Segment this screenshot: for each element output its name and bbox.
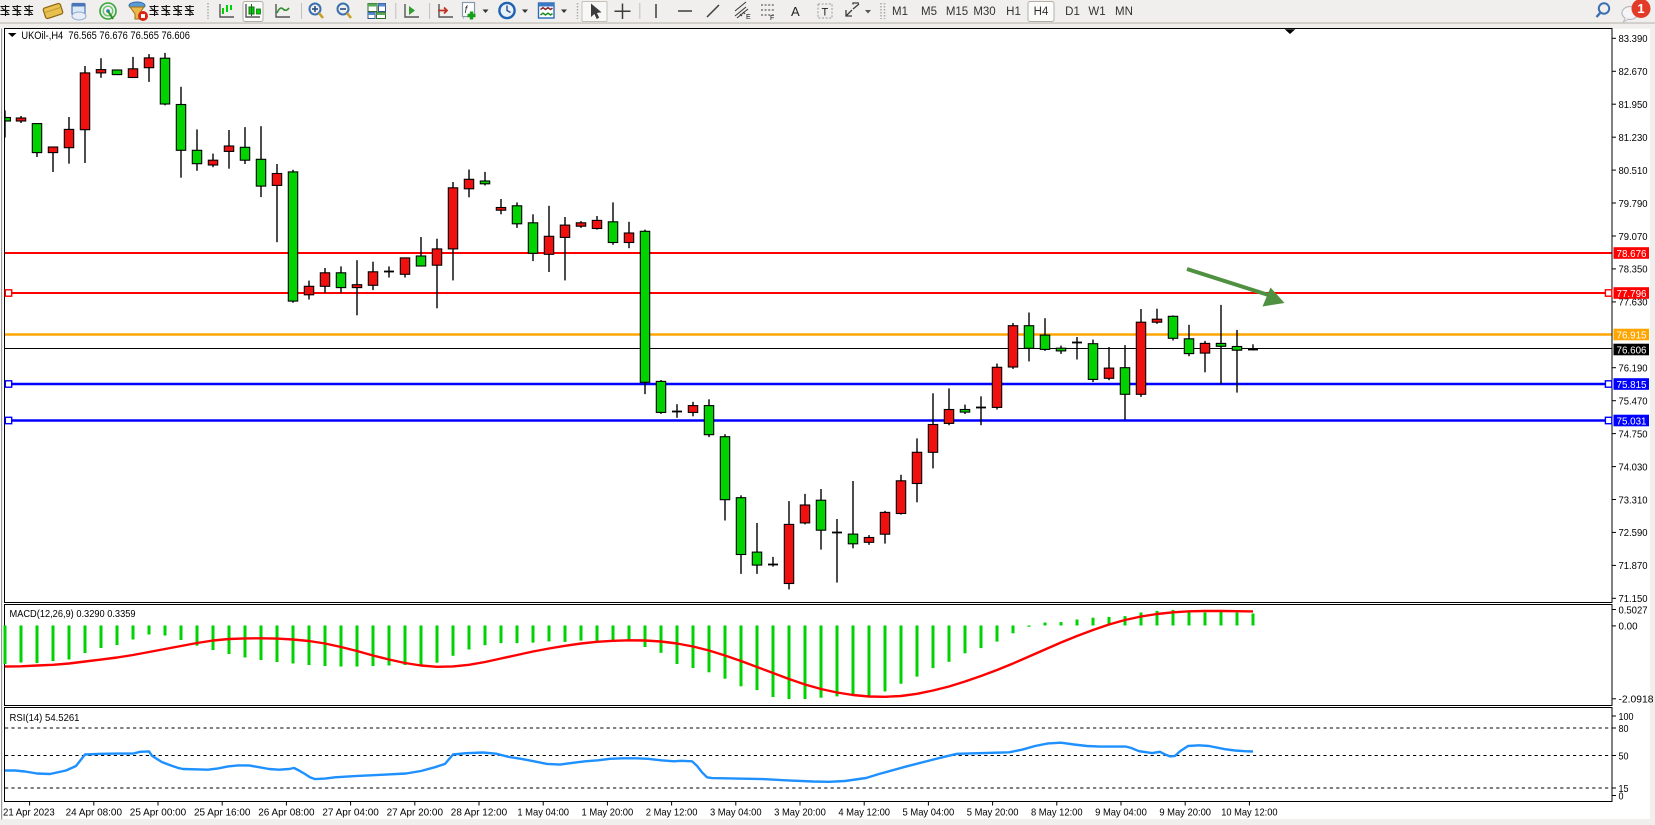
svg-text:73.310: 73.310	[1619, 495, 1648, 506]
svg-text:RSI(14) 54.5261: RSI(14) 54.5261	[10, 713, 80, 724]
svg-text:T: T	[822, 7, 829, 19]
svg-text:78.350: 78.350	[1619, 265, 1648, 276]
svg-text:8 May 12:00: 8 May 12:00	[1031, 808, 1083, 819]
svg-text:50: 50	[1619, 751, 1629, 762]
svg-text:25 Apr 16:00: 25 Apr 16:00	[194, 808, 251, 819]
svg-text:79.790: 79.790	[1619, 199, 1648, 210]
svg-text:74.750: 74.750	[1619, 429, 1648, 440]
svg-text:H4: H4	[1034, 6, 1049, 18]
svg-text:75.031: 75.031	[1617, 417, 1647, 428]
svg-text:f: f	[465, 5, 469, 16]
svg-text:A: A	[791, 4, 800, 19]
svg-text:D1: D1	[1065, 6, 1080, 18]
svg-text:82.670: 82.670	[1619, 67, 1648, 78]
svg-text:76.606: 76.606	[1617, 346, 1647, 357]
svg-text:27 Apr 04:00: 27 Apr 04:00	[322, 808, 379, 819]
svg-text:77.630: 77.630	[1619, 298, 1648, 309]
svg-text:4 May 12:00: 4 May 12:00	[838, 808, 890, 819]
svg-text:71.870: 71.870	[1619, 561, 1648, 572]
svg-text:2 May 12:00: 2 May 12:00	[646, 808, 698, 819]
svg-text:10 May 12:00: 10 May 12:00	[1221, 808, 1278, 819]
svg-text:28 Apr 12:00: 28 Apr 12:00	[451, 808, 508, 819]
svg-text:27 Apr 20:00: 27 Apr 20:00	[387, 808, 444, 819]
svg-text:80: 80	[1619, 724, 1629, 735]
svg-text:75.815: 75.815	[1617, 380, 1647, 391]
svg-text:81.230: 81.230	[1619, 133, 1648, 144]
svg-text:74.030: 74.030	[1619, 462, 1648, 473]
svg-text:3 May 04:00: 3 May 04:00	[710, 808, 762, 819]
svg-text:F: F	[770, 15, 774, 22]
svg-text:H1: H1	[1006, 6, 1021, 18]
svg-text:0: 0	[1619, 791, 1624, 802]
svg-text:1: 1	[1637, 1, 1644, 16]
svg-text:26 Apr 08:00: 26 Apr 08:00	[258, 808, 315, 819]
svg-text:1 May 04:00: 1 May 04:00	[517, 808, 569, 819]
svg-text:81.950: 81.950	[1619, 100, 1648, 111]
svg-text:76.190: 76.190	[1619, 364, 1648, 375]
svg-text:-2.0918: -2.0918	[1619, 695, 1654, 706]
svg-text:M15: M15	[946, 6, 968, 18]
svg-text:25 Apr 00:00: 25 Apr 00:00	[130, 808, 187, 819]
svg-text:M5: M5	[921, 6, 937, 18]
svg-text:1 May 20:00: 1 May 20:00	[582, 808, 634, 819]
svg-text:80.510: 80.510	[1619, 166, 1648, 177]
svg-text:83.390: 83.390	[1619, 34, 1648, 45]
svg-text:71.150: 71.150	[1619, 594, 1648, 605]
svg-text:UKOil-,H4 76.565 76.676 76.56: UKOil-,H4 76.565 76.676 76.565 76.606	[21, 30, 190, 42]
svg-text:77.796: 77.796	[1617, 289, 1647, 300]
svg-text:72.590: 72.590	[1619, 528, 1648, 539]
svg-text:75.470: 75.470	[1619, 397, 1648, 408]
svg-text:100: 100	[1619, 712, 1634, 723]
svg-text:5 May 20:00: 5 May 20:00	[967, 808, 1019, 819]
svg-text:79.070: 79.070	[1619, 232, 1648, 243]
svg-text:0.00: 0.00	[1619, 622, 1638, 633]
svg-text:MN: MN	[1115, 6, 1133, 18]
svg-text:15: 15	[1619, 784, 1629, 795]
svg-text:76.915: 76.915	[1617, 331, 1647, 342]
svg-text:21 Apr 2023: 21 Apr 2023	[3, 808, 55, 819]
svg-text:MACD(12,26,9) 0.3290 0.3359: MACD(12,26,9) 0.3290 0.3359	[10, 609, 136, 620]
svg-text:M1: M1	[892, 6, 908, 18]
svg-text:3 May 20:00: 3 May 20:00	[774, 808, 826, 819]
svg-text:0.5027: 0.5027	[1619, 606, 1648, 617]
svg-text:W1: W1	[1088, 6, 1105, 18]
svg-text:78.676: 78.676	[1617, 249, 1647, 260]
svg-text:E: E	[746, 14, 751, 21]
svg-text:9 May 20:00: 9 May 20:00	[1159, 808, 1211, 819]
svg-text:9 May 04:00: 9 May 04:00	[1095, 808, 1147, 819]
svg-text:5 May 04:00: 5 May 04:00	[903, 808, 955, 819]
svg-text:24 Apr 08:00: 24 Apr 08:00	[66, 808, 123, 819]
svg-text:M30: M30	[973, 6, 995, 18]
